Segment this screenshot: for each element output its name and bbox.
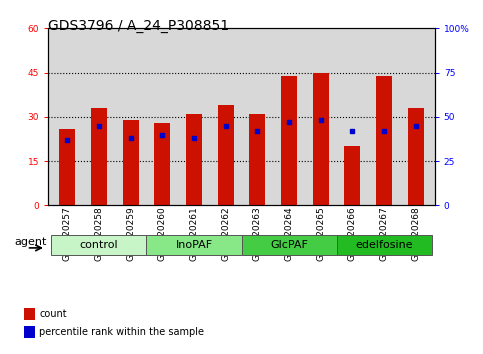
Bar [123,120,139,205]
Text: GlcPAF: GlcPAF [270,240,308,250]
Text: edelfosine: edelfosine [355,240,413,250]
Bar [24,326,35,338]
Bar [218,105,234,205]
Text: count: count [40,309,67,319]
Bar [242,235,337,256]
Text: agent: agent [14,237,47,247]
Bar [52,235,146,256]
Bar [155,123,170,205]
Bar [376,75,392,205]
Bar [186,114,202,205]
Bar [59,129,75,205]
Bar [337,235,431,256]
Bar [91,108,107,205]
Bar [344,146,360,205]
Bar [313,73,328,205]
Bar [408,108,424,205]
Bar [249,114,265,205]
Text: GDS3796 / A_24_P308851: GDS3796 / A_24_P308851 [48,19,229,34]
Bar [146,235,242,256]
Bar [281,75,297,205]
Text: percentile rank within the sample: percentile rank within the sample [40,327,204,337]
Text: InoPAF: InoPAF [175,240,213,250]
Text: control: control [80,240,118,250]
Bar [24,308,35,320]
